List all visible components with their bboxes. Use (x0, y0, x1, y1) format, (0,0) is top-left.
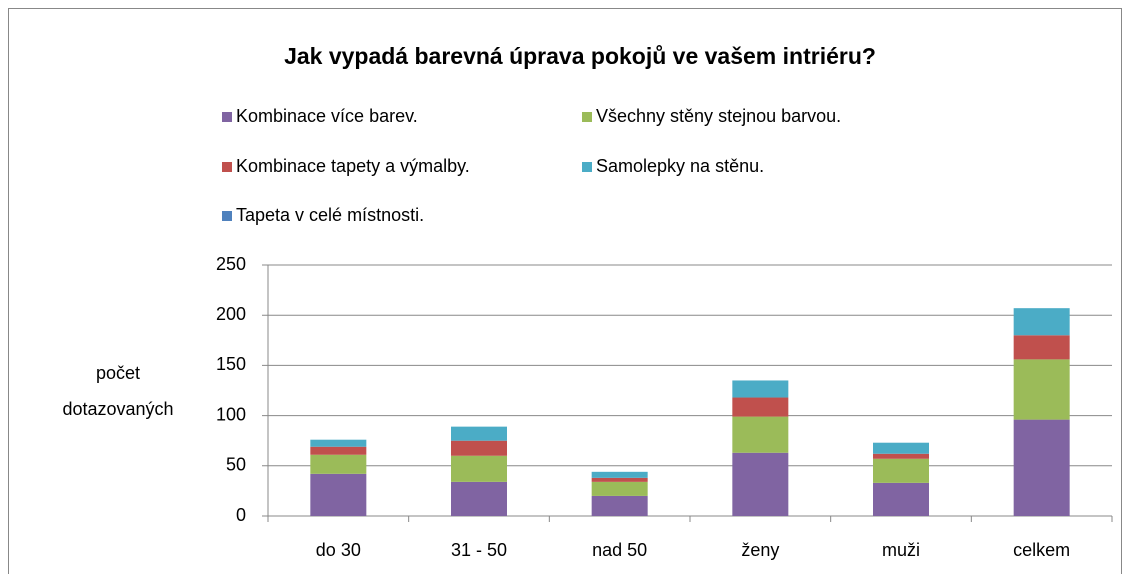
bar-segment (732, 452, 789, 516)
bar-segment (732, 397, 789, 417)
legend-swatch (582, 112, 592, 122)
legend-swatch (222, 112, 232, 122)
bar-segment (1013, 308, 1070, 336)
bar-segment (1013, 419, 1070, 516)
y-tick-label: 50 (226, 455, 246, 475)
bar-segment (732, 416, 789, 453)
bar-segment (451, 440, 507, 456)
legend-label: Kombinace více barev. (236, 106, 418, 126)
bar-segment (873, 482, 929, 516)
bar-segment (873, 453, 929, 459)
x-tick-label: 31 - 50 (451, 540, 507, 560)
bar-segment (310, 439, 367, 447)
x-tick-label: do 30 (316, 540, 361, 560)
y-axis-label: počet dotazovaných (62, 363, 173, 419)
bar-segment (451, 455, 507, 482)
x-tick-label: muži (882, 540, 920, 560)
bar-segment (310, 454, 367, 474)
legend-label: Tapeta v celé místnosti. (236, 205, 424, 225)
bar-segment (451, 426, 507, 441)
bar-segment (1013, 335, 1070, 360)
bar-segment (873, 458, 929, 483)
legend-label: Kombinace tapety a výmalby. (236, 156, 470, 176)
y-tick-label: 0 (236, 505, 246, 525)
legend-label: Všechny stěny stejnou barvou. (596, 106, 841, 126)
bar-segment (732, 380, 789, 398)
bar-segment (873, 442, 929, 454)
y-tick-label: 250 (216, 254, 246, 274)
legend-swatch (222, 162, 232, 172)
x-tick-label: nad 50 (592, 540, 647, 560)
bar-segment (451, 481, 507, 516)
bar-segment (1013, 359, 1070, 420)
legend-swatch (222, 211, 232, 221)
bar-segment (591, 481, 648, 496)
legend-swatch (582, 162, 592, 172)
chart-border (8, 8, 1122, 574)
x-tick-label: ženy (741, 540, 779, 560)
x-tick-label: celkem (1013, 540, 1070, 560)
bar-segment (591, 495, 648, 516)
legend-label: Samolepky na stěnu. (596, 156, 764, 176)
chart-title: Jak vypadá barevná úprava pokojů ve vaše… (284, 43, 876, 69)
y-tick-label: 200 (216, 304, 246, 324)
bar-segment (310, 446, 367, 455)
bar-segment (591, 477, 648, 482)
y-tick-label: 100 (216, 404, 246, 424)
bar-segment (591, 471, 648, 478)
bar-segment (310, 473, 367, 516)
y-tick-label: 150 (216, 354, 246, 374)
